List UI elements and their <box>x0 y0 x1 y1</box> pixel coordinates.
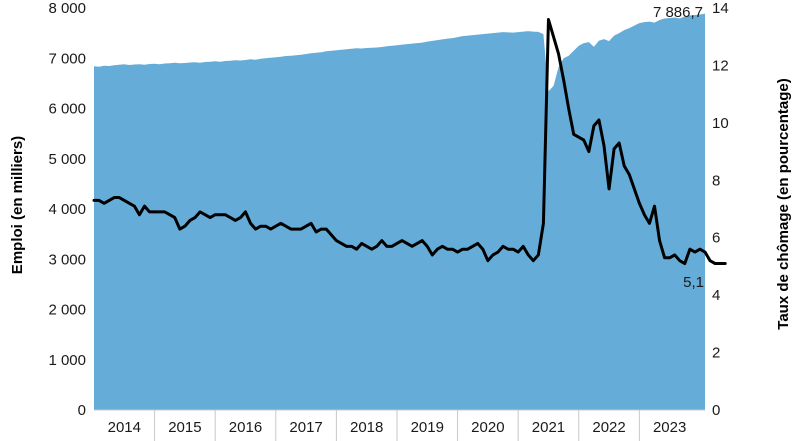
left-tick-label: 1 000 <box>48 352 86 369</box>
x-tick-label: 2021 <box>532 419 565 436</box>
x-tick-label: 2015 <box>168 419 201 436</box>
right-axis-title: Taux de chômage (en pourcentage) <box>775 78 792 329</box>
right-tick-label: 0 <box>712 402 720 419</box>
left-tick-label: 4 000 <box>48 201 86 218</box>
employment-area-layer <box>94 13 705 411</box>
right-tick-label: 14 <box>712 0 729 17</box>
x-tick-label: 2016 <box>229 419 262 436</box>
right-tick-label: 6 <box>712 230 720 247</box>
right-tick-label: 12 <box>712 57 729 74</box>
unemployment-line-layer <box>92 17 727 266</box>
x-tick-label: 2014 <box>108 419 141 436</box>
right-tick-label: 4 <box>712 287 720 304</box>
left-axis-title: Emploi (en milliers) <box>9 136 26 274</box>
x-tick-label: 2019 <box>411 419 444 436</box>
x-tick-label: 2023 <box>653 419 686 436</box>
left-tick-label: 3 000 <box>48 251 86 268</box>
x-tick-label: 2022 <box>592 419 625 436</box>
right-tick-label: 2 <box>712 345 720 362</box>
left-tick-label: 0 <box>78 402 86 419</box>
employment-area <box>94 13 705 411</box>
left-tick-label: 7 000 <box>48 50 86 67</box>
unemployment-last-value-label: 5,1 <box>683 274 704 291</box>
x-tick-label: 2020 <box>471 419 504 436</box>
left-tick-label: 6 000 <box>48 101 86 118</box>
employment-last-value-label: 7 886,7 <box>653 4 703 21</box>
x-axis: 2014 2015 2016 2017 2018 2019 2020 2021 2022 2023 <box>94 409 705 441</box>
x-tick-label: 2018 <box>350 419 383 436</box>
right-axis-ticks: 0 2 4 6 8 10 12 14 <box>712 0 729 419</box>
left-tick-label: 8 000 <box>48 0 86 17</box>
right-tick-label: 8 <box>712 172 720 189</box>
left-tick-label: 5 000 <box>48 151 86 168</box>
x-tick-label: 2017 <box>289 419 322 436</box>
right-tick-label: 10 <box>712 115 729 132</box>
left-axis-ticks: 0 1 000 2 000 3 000 4 000 5 000 6 000 7 000 8 00… <box>48 0 86 419</box>
unemployment-line <box>92 17 727 266</box>
left-tick-label: 2 000 <box>48 302 86 319</box>
